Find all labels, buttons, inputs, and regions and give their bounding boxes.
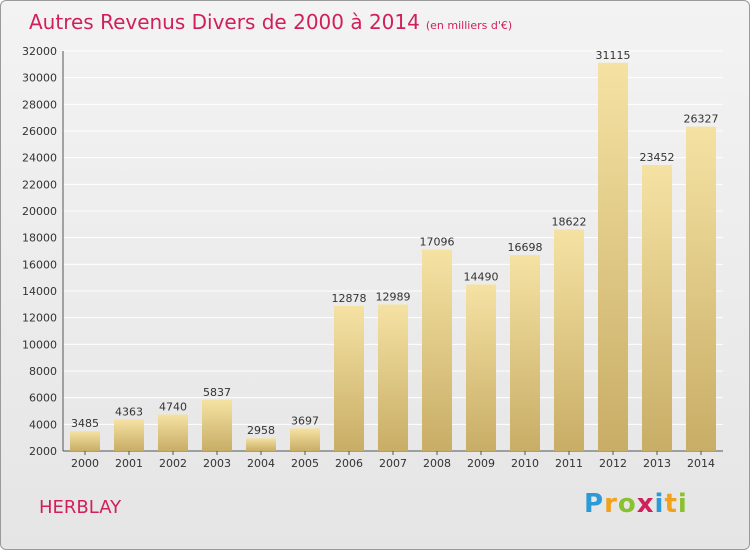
y-tick-label: 4000: [29, 418, 57, 431]
bar: [510, 255, 540, 451]
bar-value-label: 4740: [159, 400, 187, 413]
x-tick-label: 2004: [247, 457, 275, 470]
bar-value-label: 14490: [464, 270, 499, 283]
bar: [554, 229, 584, 451]
bar-value-label: 31115: [596, 49, 631, 62]
proxiti-logo: Proxiti: [584, 489, 688, 519]
bar: [246, 438, 276, 451]
bar-value-label: 3697: [291, 414, 319, 427]
x-tick-label: 2002: [159, 457, 187, 470]
x-tick-label: 2012: [599, 457, 627, 470]
y-tick-label: 26000: [22, 125, 57, 138]
x-tick-label: 2013: [643, 457, 671, 470]
y-tick-label: 2000: [29, 445, 57, 458]
logo-letter: t: [664, 489, 678, 519]
logo-letter: P: [584, 489, 605, 519]
bar-value-label: 18622: [552, 215, 587, 228]
y-tick-label: 8000: [29, 365, 57, 378]
bar-value-label: 23452: [640, 151, 675, 164]
logo-letter: i: [677, 489, 688, 519]
bar: [158, 414, 188, 451]
y-tick-label: 16000: [22, 258, 57, 271]
bar-value-label: 17096: [420, 236, 455, 249]
y-tick-label: 14000: [22, 285, 57, 298]
y-tick-label: 20000: [22, 205, 57, 218]
y-tick-label: 28000: [22, 98, 57, 111]
x-tick-label: 2010: [511, 457, 539, 470]
x-tick-label: 2001: [115, 457, 143, 470]
y-tick-label: 22000: [22, 178, 57, 191]
x-tick-label: 2000: [71, 457, 99, 470]
chart-title: Autres Revenus Divers de 2000 à 2014 (en …: [29, 10, 512, 34]
bar-value-label: 5837: [203, 386, 231, 399]
bar-value-label: 12989: [376, 290, 411, 303]
y-tick-label: 18000: [22, 232, 57, 245]
x-tick-label: 2006: [335, 457, 363, 470]
logo-letter: o: [617, 489, 637, 519]
x-tick-label: 2008: [423, 457, 451, 470]
bar-value-label: 12878: [332, 292, 367, 305]
y-tick-label: 32000: [22, 45, 57, 58]
bar: [686, 126, 716, 451]
bar: [378, 304, 408, 451]
y-tick-label: 24000: [22, 152, 57, 165]
bar-value-label: 16698: [508, 241, 543, 254]
logo-letter: i: [654, 489, 665, 519]
x-tick-label: 2005: [291, 457, 319, 470]
y-tick-label: 30000: [22, 72, 57, 85]
bar: [422, 249, 452, 451]
chart-title-text: Autres Revenus Divers de 2000 à 2014: [29, 10, 420, 34]
logo-letter: r: [604, 489, 618, 519]
bar-value-label: 2958: [247, 424, 275, 437]
x-tick-label: 2009: [467, 457, 495, 470]
y-tick-label: 12000: [22, 312, 57, 325]
bar: [70, 431, 100, 451]
logo-letter: x: [636, 489, 655, 519]
bar: [290, 428, 320, 451]
bar-value-label: 4363: [115, 405, 143, 418]
bar: [466, 284, 496, 451]
y-tick-label: 10000: [22, 338, 57, 351]
bar-value-label: 3485: [71, 417, 99, 430]
x-tick-label: 2007: [379, 457, 407, 470]
y-tick-label: 6000: [29, 392, 57, 405]
x-tick-label: 2014: [687, 457, 715, 470]
bar-value-label: 26327: [684, 113, 719, 126]
bar: [598, 62, 628, 452]
bar: [202, 399, 232, 451]
chart-subtitle: (en milliers d'€): [425, 19, 513, 32]
bar: [334, 305, 364, 451]
bar: [114, 419, 144, 451]
bar: [642, 164, 672, 451]
x-tick-label: 2003: [203, 457, 231, 470]
town-name: HERBLAY: [39, 497, 122, 518]
x-tick-label: 2011: [555, 457, 583, 470]
